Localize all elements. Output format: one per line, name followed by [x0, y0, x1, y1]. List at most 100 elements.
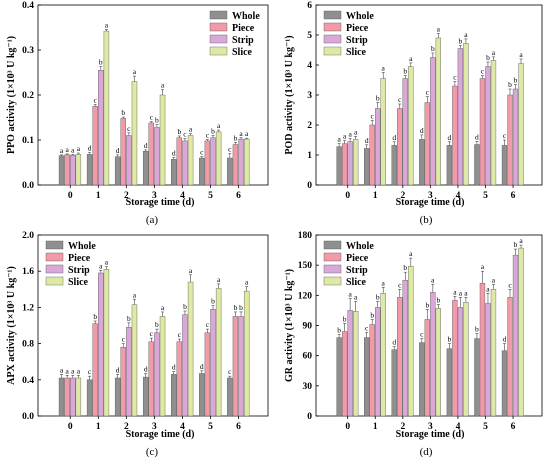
significance-letter: c	[426, 88, 430, 97]
significance-letter: a	[492, 48, 496, 57]
significance-letter: d	[116, 365, 120, 374]
bar-whole	[114, 156, 121, 186]
x-tick-label: 3	[428, 191, 433, 201]
bar-piece	[120, 347, 126, 417]
y-tick-label: 60	[303, 352, 313, 362]
legend-swatch-slice	[45, 276, 64, 286]
legend-label-slice: Slice	[68, 277, 89, 288]
bar-strip	[126, 135, 132, 186]
significance-letter: a	[354, 292, 358, 301]
significance-letter: d	[420, 126, 424, 135]
bar-whole	[501, 145, 508, 186]
bar-whole	[114, 377, 121, 417]
significance-letter: c	[200, 148, 204, 157]
bar-piece	[479, 78, 486, 186]
significance-letter: b	[436, 295, 440, 304]
significance-letter: a	[409, 54, 413, 63]
legend-label-slice: Slice	[346, 47, 367, 58]
legend-label-whole: Whole	[346, 241, 374, 252]
x-tick-label: 2	[124, 422, 129, 432]
bar-slice	[215, 131, 222, 186]
significance-letter: a	[60, 146, 64, 155]
significance-letter: b	[403, 67, 407, 76]
significance-letter: a	[71, 145, 75, 154]
y-tick-label: 5	[307, 31, 312, 41]
bar-slice	[159, 94, 166, 186]
bar-slice	[380, 293, 386, 417]
bar-whole	[446, 348, 453, 417]
bar-piece	[204, 140, 211, 186]
x-tick-label: 5	[483, 422, 488, 432]
bar-strip	[154, 332, 160, 417]
significance-letter: c	[94, 95, 98, 104]
significance-letter: b	[337, 326, 341, 335]
significance-letter: a	[481, 262, 485, 271]
y-tick-label: 120	[298, 291, 313, 301]
x-tick-label: 5	[208, 191, 213, 201]
bar-strip	[154, 127, 160, 186]
bar-slice	[490, 289, 497, 417]
bar-slice	[435, 308, 442, 417]
x-tick-label: 5	[483, 191, 488, 201]
bar-strip	[375, 108, 381, 186]
legend-swatch-slice	[323, 46, 342, 56]
bar-strip	[347, 141, 353, 186]
x-tick-label: 4	[456, 191, 461, 201]
significance-letter: b	[514, 240, 518, 249]
significance-letter: a	[437, 25, 441, 34]
significance-letter: a	[354, 127, 358, 136]
significance-letter: d	[392, 338, 396, 347]
bar-whole	[171, 159, 177, 186]
significance-letter: a	[453, 287, 457, 296]
bar-piece	[507, 297, 513, 417]
significance-letter: a	[217, 275, 221, 284]
significance-letter: b	[93, 312, 97, 321]
significance-letter: c	[122, 335, 126, 344]
significance-letter: b	[425, 300, 429, 309]
significance-letter: d	[172, 363, 176, 372]
bar-strip	[210, 309, 216, 417]
significance-letter: a	[464, 30, 468, 39]
significance-letter: b	[127, 314, 131, 323]
x-tick-label: 3	[152, 191, 157, 201]
legend-swatch-whole	[45, 240, 64, 250]
bar-whole	[419, 342, 425, 417]
significance-letter: a	[77, 366, 81, 375]
bar-strip	[512, 88, 519, 186]
bar-slice	[75, 377, 82, 417]
significance-letter: c	[228, 145, 232, 154]
bar-strip	[98, 70, 104, 186]
y-tick-label: 1	[307, 151, 312, 161]
bar-strip	[210, 137, 216, 186]
significance-letter: c	[508, 280, 512, 289]
significance-letter: a	[245, 278, 249, 287]
bar-whole	[86, 154, 93, 186]
bar-slice	[187, 135, 194, 186]
significance-letter: b	[183, 302, 187, 311]
significance-letter: c	[228, 367, 232, 376]
x-tick-label: 2	[400, 422, 405, 432]
bar-strip	[347, 310, 353, 417]
bar-slice	[518, 63, 524, 186]
bar-piece	[341, 143, 348, 186]
significance-letter: b	[376, 292, 380, 301]
y-axis-label: APX activity (1×10³ U kg⁻¹)	[6, 266, 17, 385]
bar-strip	[182, 314, 188, 417]
bar-slice	[187, 281, 194, 417]
significance-letter: a	[343, 132, 347, 141]
y-tick-label: 0.3	[22, 46, 34, 56]
significance-letter: c	[206, 131, 210, 140]
x-tick-label: 1	[373, 191, 378, 201]
significance-letter: b	[99, 58, 103, 67]
significance-letter: d	[447, 133, 451, 142]
bar-slice	[215, 288, 222, 417]
significance-letter: d	[392, 133, 396, 142]
significance-letter: a	[382, 64, 386, 73]
x-tick-label: 4	[180, 191, 185, 201]
x-tick-label: 6	[511, 422, 516, 432]
bar-piece	[341, 331, 348, 417]
bar-slice	[353, 139, 359, 186]
